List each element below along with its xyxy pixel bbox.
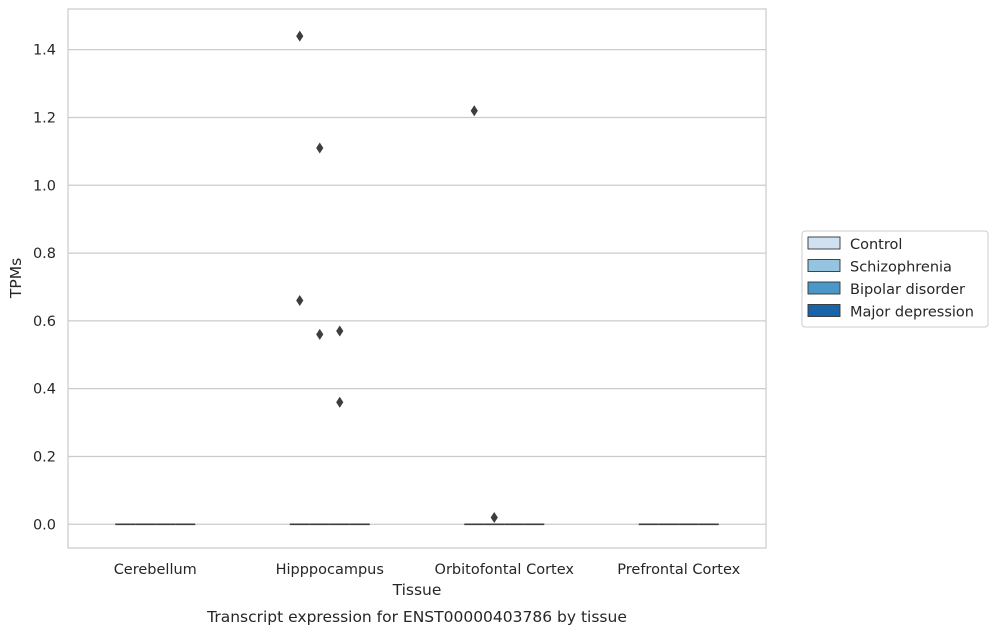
y-tick-label: 0.6 bbox=[33, 314, 56, 330]
outliers bbox=[296, 30, 498, 523]
y-tick-labels: 0.0 0.2 0.4 0.6 0.8 1.0 1.2 1.4 bbox=[33, 43, 56, 534]
legend-swatch bbox=[807, 259, 841, 272]
legend-label: Schizophrenia bbox=[850, 260, 952, 276]
legend-label: Bipolar disorder bbox=[850, 282, 965, 298]
x-tick-label: Orbitofontal Cortex bbox=[435, 562, 575, 578]
x-axis-label: Tissue bbox=[392, 581, 442, 599]
legend-label: Major depression bbox=[850, 305, 974, 321]
outlier-point bbox=[296, 30, 304, 42]
x-tick-label: Cerebellum bbox=[114, 562, 197, 578]
outlier-point bbox=[316, 328, 324, 340]
x-tick-labels: Cerebellum Hipppocampus Orbitofontal Corte… bbox=[114, 562, 741, 578]
y-tick-label: 0.2 bbox=[33, 449, 56, 465]
y-tick-label: 1.0 bbox=[33, 178, 56, 194]
y-tick-label: 0.8 bbox=[33, 246, 56, 262]
outlier-point bbox=[336, 325, 344, 337]
chart-caption: Transcript expression for ENST0000040378… bbox=[206, 608, 627, 626]
outlier-point bbox=[336, 396, 344, 408]
outlier-point bbox=[470, 105, 478, 117]
legend-swatch bbox=[807, 304, 841, 317]
x-tick-label: Hipppocampus bbox=[276, 562, 384, 578]
y-tick-label: 0.4 bbox=[33, 382, 56, 398]
outlier-point bbox=[316, 142, 324, 154]
legend-frame bbox=[801, 230, 989, 328]
legend: Control Schizophrenia Bipolar disorder Majo… bbox=[801, 230, 989, 328]
y-tick-label: 1.2 bbox=[33, 110, 56, 126]
outlier-point bbox=[490, 511, 498, 523]
y-tick-label: 1.4 bbox=[33, 43, 56, 59]
outlier-point bbox=[296, 295, 304, 307]
legend-swatch bbox=[807, 281, 841, 295]
x-tick-label: Prefrontal Cortex bbox=[617, 562, 740, 578]
y-tick-label: 0.0 bbox=[33, 517, 56, 533]
gridlines bbox=[68, 49, 766, 525]
y-axis-label: TPMs bbox=[7, 258, 25, 299]
legend-label: Control bbox=[850, 237, 902, 253]
legend-swatch bbox=[807, 236, 841, 250]
plot-frame bbox=[67, 8, 767, 549]
